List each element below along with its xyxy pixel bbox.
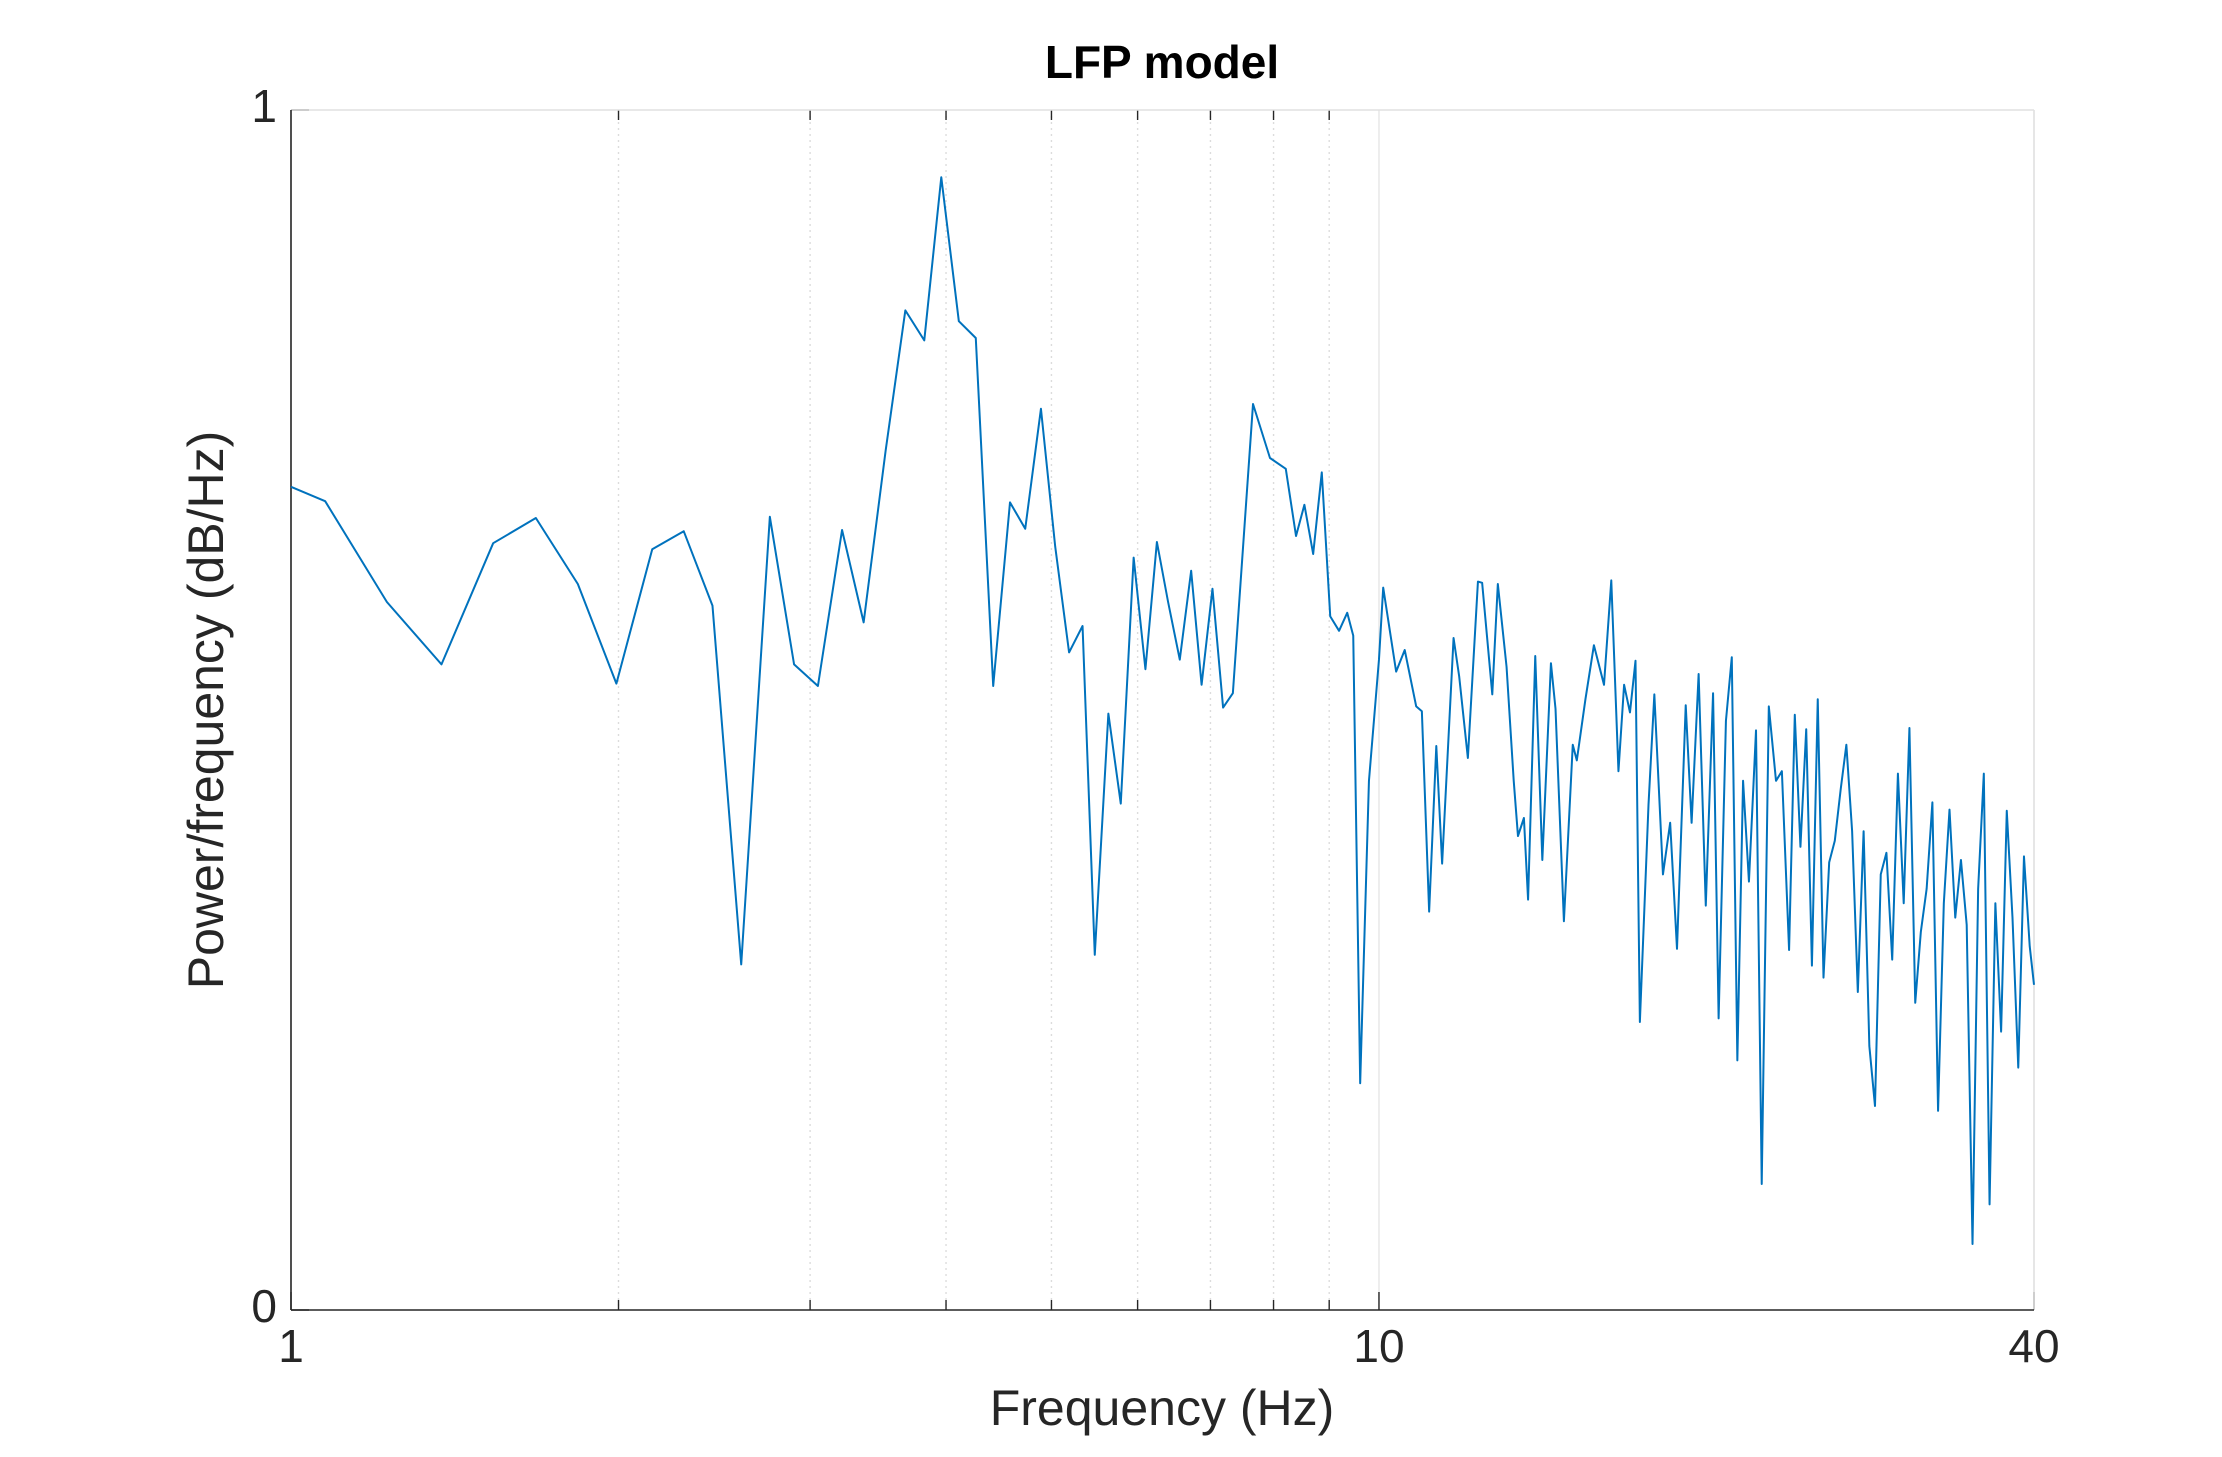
y-axis-label: Power/frequency (dB/Hz) — [178, 431, 234, 990]
y-tick-label: 1 — [251, 80, 277, 132]
x-tick-label: 40 — [2008, 1320, 2059, 1372]
x-tick-label: 1 — [278, 1320, 304, 1372]
data-line — [290, 176, 2035, 1245]
chart-title: LFP model — [1045, 36, 1279, 88]
y-tick-label: 0 — [251, 1280, 277, 1332]
x-axis-label: Frequency (Hz) — [990, 1380, 1335, 1436]
x-tick-label: 10 — [1353, 1320, 1404, 1372]
